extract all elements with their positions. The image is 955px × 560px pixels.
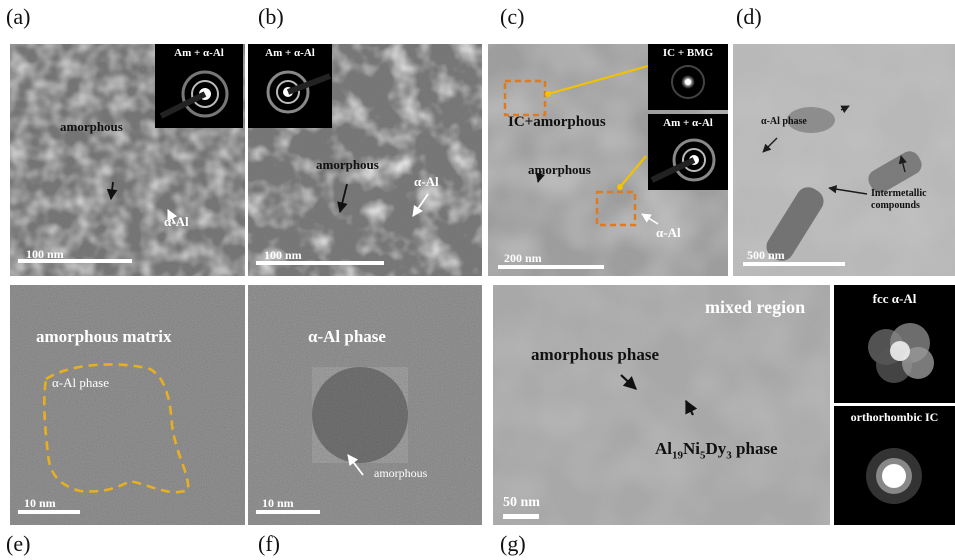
panel-c-scale-label: 200 nm [504,251,542,265]
panel-c-scale-bar [498,265,604,269]
panel-c-alpha-al-label: α-Al [656,225,681,240]
panel-g-micrograph: mixed region amorphous phase Al19Ni5Dy3 … [493,285,830,525]
panel-c-amorphous-label: amorphous [528,162,591,177]
panel-a-scale-label: 100 nm [26,247,64,261]
panel-d-intermetallic-label-2: compounds [871,200,920,211]
compound-sub-3: 3 [726,449,732,462]
panel-a-alpha-al-label: α-Al [164,214,189,229]
panel-c-micrograph: IC + BMG Am + α-Al IC+amorphous amorphou… [488,44,728,276]
panel-e-matrix-label: amorphous matrix [36,327,172,346]
panel-a-scale-bar [18,259,132,263]
panel-d-micrograph: α-Al phase Intermetallic compounds 500 n… [733,44,955,276]
panel-d-alpha-phase-label: α-Al phase [761,116,807,127]
panel-d-intermetallic-label-1: Intermetallic [871,188,927,199]
panel-b-amorphous-label: amorphous [316,157,379,172]
panel-a-amorphous-label: amorphous [60,119,123,134]
panel-g-scale-bar [503,514,539,519]
panel-f-phase-label: α-Al phase [308,327,386,346]
panel-f-amorphous-label: amorphous [374,466,428,480]
panel-label-f: (f) [258,531,280,556]
panel-e-hrtem: amorphous matrix α-Al phase 10 nm [10,285,245,525]
panel-c-inset-bottom-label: Am + α-Al [663,117,713,129]
panel-e-scale-bar [18,510,80,514]
panel-g-compound-label: Al19Ni5Dy3 phase [655,439,778,461]
panel-a-diffraction-inset: Am + α-Al [155,44,243,128]
panel-f-hrtem: α-Al phase amorphous 10 nm [248,285,482,525]
panel-c-ic-amorphous-label: IC+amorphous [508,114,606,130]
panel-g-scale-label: 50 nm [503,495,540,510]
panel-c-inset-top-label: IC + BMG [662,47,714,59]
panel-b-scale-bar [256,261,384,265]
panel-c-ic-inset: IC + BMG [648,44,728,110]
panel-d-scale-label: 500 nm [747,248,785,262]
panel-c-am-inset: Am + α-Al [648,114,728,190]
panel-a-micrograph: Am + α-Al amorphous α-Al 100 nm [10,44,245,276]
panel-f-scale-label: 10 nm [262,496,294,510]
compound-dy: Dy [705,439,727,458]
panel-g-mixed-region-label: mixed region [705,297,806,317]
compound-phase: phase [731,439,778,458]
panel-label-b: (b) [258,4,284,29]
panel-b-micrograph: Am + α-Al amorphous α-Al 100 nm [248,44,482,276]
panel-g-fcc-label: fcc α-Al [872,291,917,306]
panel-label-e: (e) [6,531,31,556]
panel-e-phase-label: α-Al phase [52,375,109,390]
panel-g-ic-label: orthorhombic IC [850,410,939,424]
panel-a-inset-label: Am + α-Al [174,47,224,59]
panel-b-inset-label: Am + α-Al [265,47,315,59]
panel-label-c: (c) [500,4,525,29]
panel-b-diffraction-inset: Am + α-Al [248,44,332,128]
panel-b-scale-label: 100 nm [264,248,302,262]
panel-g-ic-inset: orthorhombic IC [834,406,955,525]
panel-label-a: (a) [6,4,31,29]
compound-al: Al [655,439,672,458]
compound-ni: Ni [683,439,700,458]
panel-g-fcc-inset: fcc α-Al [834,285,955,403]
panel-e-scale-label: 10 nm [24,496,56,510]
panel-f-scale-bar [256,510,320,514]
panel-label-g: (g) [500,531,526,556]
compound-sub-5: 5 [700,449,706,462]
compound-sub-19: 19 [672,449,683,462]
panel-d-scale-bar [743,262,845,266]
panel-b-alpha-al-label: α-Al [414,174,439,189]
panel-g-amorphous-phase-label: amorphous phase [531,345,660,364]
panel-label-d: (d) [736,4,762,29]
